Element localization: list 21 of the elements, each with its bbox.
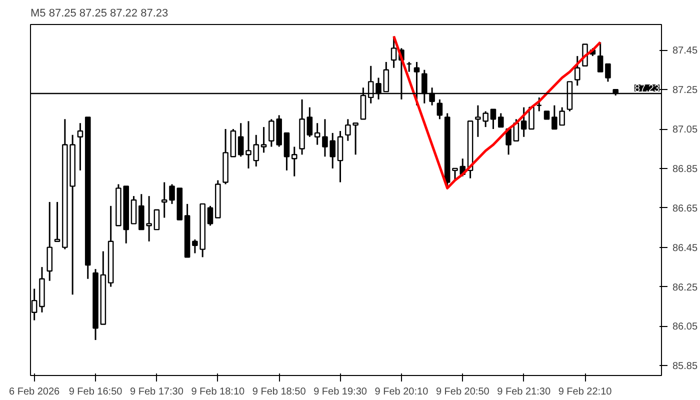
y-tick-label: 87.25 [672,85,698,96]
x-tick-label: 9 Feb 20:50 [436,386,490,398]
x-tick-label: 6 Feb 2026 [9,386,60,398]
ref-line-label: 87.23 [634,84,660,95]
y-tick-label: 87.45 [672,46,698,57]
y-tick-label: 85.85 [672,361,698,372]
x-tick-label: 9 Feb 18:10 [191,386,246,398]
x-tick-label: 9 Feb 19:30 [314,386,368,398]
y-tick-label: 86.65 [672,203,698,214]
x-tick-label: 9 Feb 21:30 [497,386,551,398]
y-tick-label: 86.05 [672,322,698,333]
y-tick-label: 86.45 [672,242,698,254]
x-tick-label: 9 Feb 17:30 [130,386,184,398]
x-tick-label: 9 Feb 22:10 [558,386,612,398]
x-tick-label: 9 Feb 16:50 [68,386,123,398]
x-tick-label: 9 Feb 20:10 [374,386,429,398]
y-tick-label: 86.25 [672,282,698,294]
y-tick-label: 86.85 [672,164,698,175]
x-tick-label: 9 Feb 18:50 [252,386,306,398]
chart-title: M5 87.25 87.25 87.22 87.23 [30,8,168,20]
y-tick-label: 87.05 [672,124,698,136]
